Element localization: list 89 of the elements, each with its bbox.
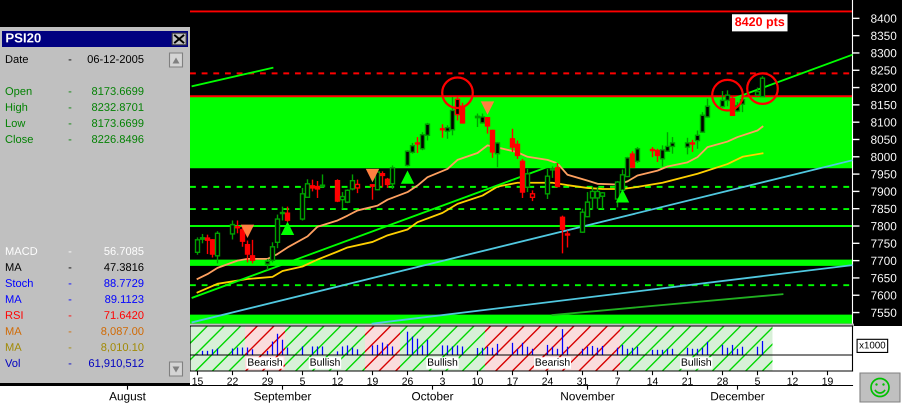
y-tick-label: 8400 <box>871 14 896 23</box>
x2-tick-label: November <box>561 392 615 400</box>
text: 71.6420 <box>104 311 144 319</box>
x-tick-label: 14 <box>648 378 658 385</box>
x-tick-label: 3 <box>440 378 445 385</box>
x2-tick-label: October <box>412 392 454 400</box>
x-tick-label: 21 <box>682 378 693 385</box>
y-tick-label: 7600 <box>871 291 896 300</box>
text: - <box>68 251 72 252</box>
x-tick-label: 10 <box>472 378 483 385</box>
ref-line-label: 8420 pts <box>735 17 784 29</box>
text: MA <box>6 263 22 271</box>
text: 06-12-2005 <box>88 55 144 63</box>
text: High <box>6 102 28 114</box>
text: 8173.6699 <box>92 87 144 95</box>
y-axis-title: x1000 <box>859 342 886 349</box>
y-tick-label: 7550 <box>871 308 896 317</box>
text: Stoch <box>6 278 33 287</box>
y-tick-label: 8350 <box>871 32 896 40</box>
band-label: Bearish <box>536 358 570 366</box>
text: - <box>68 363 72 364</box>
text: - <box>68 91 72 92</box>
y-tick-label: 7650 <box>871 274 896 282</box>
text: Close <box>6 134 33 143</box>
band-label: Bullish <box>682 358 711 366</box>
band-label: Bearish <box>248 358 282 366</box>
text: 61,910,512 <box>88 359 144 368</box>
text: Open <box>6 87 32 98</box>
text: 8,010.10 <box>101 343 144 352</box>
text: MACD <box>6 247 38 255</box>
x-tick-label: 5 <box>300 378 305 385</box>
text: 56.7085 <box>104 247 144 255</box>
band-label: Bullish <box>428 358 458 366</box>
x-tick-label: 31 <box>577 378 588 385</box>
y-tick-label: 7700 <box>871 256 896 266</box>
x-tick-label: 12 <box>788 378 798 385</box>
x-tick-label: 29 <box>262 378 273 385</box>
x-tick-label: 12 <box>332 378 343 385</box>
text: 8232.8701 <box>92 103 144 111</box>
x2-tick-label: December <box>711 392 765 400</box>
x-tick-label: 26 <box>402 378 413 385</box>
text: - <box>68 299 72 300</box>
text: 8173.6699 <box>92 119 144 127</box>
x-tick-label: 7 <box>615 378 620 385</box>
y-tick-label: 8050 <box>871 136 896 144</box>
x2-tick-label: September <box>254 392 312 403</box>
text: - <box>68 347 72 348</box>
x2-tick-label: August <box>109 392 146 403</box>
text: 47.3816 <box>104 263 144 271</box>
text: Date <box>6 55 28 63</box>
text: 89.1123 <box>105 295 144 303</box>
text: - <box>68 283 72 284</box>
text: 88.7729 <box>104 279 144 287</box>
x-tick-label: 15 <box>192 378 203 385</box>
text: 8226.8496 <box>92 135 144 143</box>
text: - <box>68 267 72 268</box>
x-tick-label: 17 <box>508 378 518 385</box>
y-tick-label: 7800 <box>871 222 896 230</box>
text: MA <box>6 343 22 351</box>
text: - <box>68 315 72 316</box>
x-tick-label: 5 <box>755 378 760 385</box>
y-tick-label: 8150 <box>871 100 896 110</box>
text: PSI20 <box>6 33 41 43</box>
y-tick-label: 7750 <box>871 239 896 248</box>
text: Vol <box>5 358 20 367</box>
text: - <box>68 139 72 140</box>
text: MA <box>6 327 22 335</box>
text: - <box>68 123 72 124</box>
y-tick-label: 7950 <box>871 170 896 178</box>
band-label: Bullish <box>310 358 340 366</box>
x-tick-label: 19 <box>822 378 833 385</box>
y-tick-label: 7850 <box>871 204 896 214</box>
y-tick-label: 7900 <box>871 187 896 196</box>
text: - <box>68 331 72 332</box>
y-tick-label: 8250 <box>871 66 896 75</box>
text: MA <box>6 295 22 303</box>
y-tick-label: 8300 <box>871 48 896 58</box>
y-tick-label: 8000 <box>871 152 896 162</box>
x-tick-label: 28 <box>717 378 728 385</box>
y-tick-label: 8200 <box>871 84 896 92</box>
text: - <box>68 59 72 60</box>
text: - <box>68 107 72 108</box>
x-tick-label: 19 <box>368 378 378 385</box>
y-tick-label: 8100 <box>871 118 896 127</box>
text: RSI <box>6 311 22 319</box>
text: Low <box>6 119 26 127</box>
text: 8,087.00 <box>101 327 144 336</box>
x-tick-label: 24 <box>542 378 553 385</box>
x-tick-label: 22 <box>227 378 238 385</box>
